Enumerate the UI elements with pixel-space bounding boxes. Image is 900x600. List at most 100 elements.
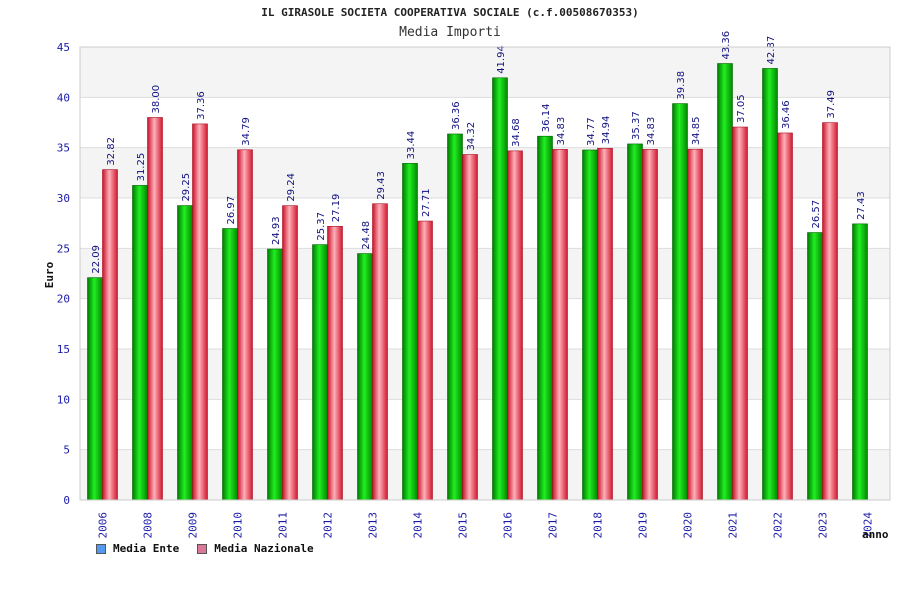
data-label: 27.43 [856, 191, 867, 220]
data-label: 37.36 [196, 91, 207, 120]
data-label: 36.36 [451, 101, 462, 130]
data-label: 34.94 [601, 116, 612, 145]
bar-media-ente [492, 77, 508, 501]
y-tick-label: 25 [57, 242, 70, 255]
x-tick-label: 2020 [682, 512, 695, 539]
data-label: 34.32 [466, 122, 477, 151]
x-tick-label: 2017 [547, 512, 560, 539]
y-tick-label: 15 [57, 343, 70, 356]
bar-media-nazionale [777, 132, 793, 501]
bar-media-ente [312, 244, 328, 501]
legend-item-ente: Media Ente [96, 542, 179, 555]
bar-media-ente [132, 185, 148, 501]
bar-media-nazionale [282, 205, 298, 501]
data-label: 34.68 [511, 118, 522, 147]
grid-band [80, 449, 890, 500]
y-tick-label: 20 [57, 293, 70, 306]
grid-band [80, 248, 890, 299]
bar-media-nazionale [417, 220, 433, 501]
legend-swatch-nazionale [197, 543, 208, 554]
grid-band [80, 198, 890, 249]
data-label: 41.94 [496, 45, 507, 74]
x-tick-label: 2009 [187, 512, 200, 539]
grid-band [80, 47, 890, 98]
data-label: 29.43 [376, 171, 387, 200]
bar-media-ente [717, 63, 733, 501]
data-label: 36.46 [781, 100, 792, 129]
data-label: 26.57 [811, 200, 822, 229]
bar-media-nazionale [642, 149, 658, 501]
data-label: 37.49 [826, 90, 837, 119]
x-tick-label: 2023 [817, 512, 830, 539]
plot-frame [79, 46, 891, 501]
grid-band [80, 298, 890, 349]
x-tick-label: 2018 [592, 512, 605, 539]
bar-media-ente [852, 223, 868, 501]
bar-media-ente [357, 253, 373, 501]
legend-label-nazionale: Media Nazionale [214, 542, 314, 555]
bar-media-ente [222, 228, 238, 501]
x-tick-label: 2011 [277, 512, 290, 539]
x-tick-label: 2016 [502, 512, 515, 539]
data-label: 34.77 [586, 117, 597, 146]
bar-media-nazionale [732, 126, 748, 501]
data-label: 35.37 [631, 111, 642, 140]
y-tick-label: 5 [63, 444, 70, 457]
x-tick-label: 2012 [322, 512, 335, 539]
legend-swatch-ente [96, 543, 106, 554]
data-label: 39.38 [676, 71, 687, 100]
bar-media-nazionale [552, 149, 568, 501]
data-label: 43.36 [721, 31, 732, 60]
bar-media-nazionale [372, 203, 388, 501]
bar-media-ente [807, 232, 823, 501]
data-label: 25.37 [316, 212, 327, 241]
data-label: 29.25 [181, 173, 192, 202]
grid-band [80, 147, 890, 198]
bar-media-nazionale [687, 148, 703, 501]
legend-item-nazionale: Media Nazionale [197, 542, 314, 555]
bar-media-nazionale [327, 225, 343, 501]
x-tick-label: 2022 [772, 512, 785, 539]
data-label: 32.82 [106, 137, 117, 166]
bar-media-ente [87, 277, 103, 501]
x-tick-label: 2019 [637, 512, 650, 539]
bar-media-nazionale [507, 150, 523, 501]
data-label: 27.71 [421, 188, 432, 217]
grid-band [80, 97, 890, 148]
data-label: 36.14 [541, 104, 552, 133]
bar-media-ente [177, 205, 193, 501]
grid-band [80, 349, 890, 400]
y-tick-label: 40 [57, 91, 70, 104]
data-label: 33.44 [406, 131, 417, 160]
x-tick-label: 2024 [862, 512, 875, 539]
x-tick-label: 2006 [97, 512, 110, 539]
data-label: 29.24 [286, 173, 297, 202]
y-tick-label: 10 [57, 393, 70, 406]
data-label: 31.25 [136, 153, 147, 182]
x-tick-label: 2010 [232, 512, 245, 539]
chart-title: IL GIRASOLE SOCIETA COOPERATIVA SOCIALE … [261, 6, 639, 19]
x-tick-label: 2008 [142, 512, 155, 539]
bar-media-ente [447, 133, 463, 501]
bar-media-ente [267, 248, 283, 501]
bar-media-nazionale [237, 149, 253, 501]
x-tick-label: 2021 [727, 512, 740, 539]
x-tick-label: 2013 [367, 512, 380, 539]
bar-media-ente [762, 68, 778, 501]
y-tick-label: 35 [57, 142, 70, 155]
grid-band [80, 399, 890, 450]
data-label: 34.85 [691, 117, 702, 146]
bar-media-nazionale [192, 123, 208, 501]
bar-media-ente [672, 103, 688, 501]
chart-subtitle: Media Importi [399, 25, 501, 40]
data-label: 26.97 [226, 196, 237, 225]
data-label: 24.48 [361, 221, 372, 250]
bar-media-nazionale [822, 122, 838, 501]
x-axis-label: anno [862, 528, 889, 541]
data-label: 38.00 [151, 85, 162, 114]
y-tick-label: 0 [63, 494, 70, 507]
data-label: 34.79 [241, 117, 252, 146]
legend-label-ente: Media Ente [113, 542, 180, 555]
bar-media-ente [627, 143, 643, 501]
